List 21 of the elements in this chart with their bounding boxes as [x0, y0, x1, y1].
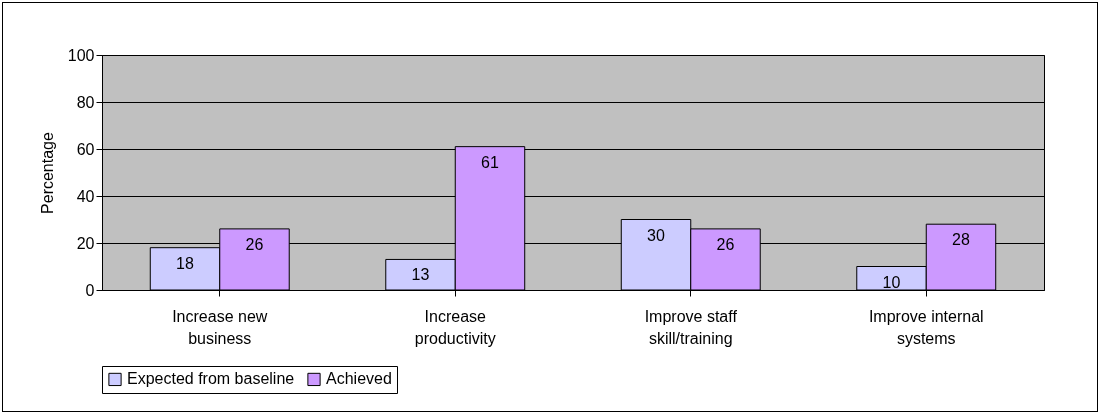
- legend-label: Expected from baseline: [127, 370, 295, 388]
- y-tick-label: 60: [76, 140, 95, 158]
- y-tick-label: 20: [76, 234, 95, 252]
- y-tick-label: 80: [76, 93, 95, 111]
- x-tick-label: Improve staff skill/training: [644, 307, 738, 347]
- data-label: 10: [882, 273, 901, 291]
- data-label: 26: [716, 235, 735, 253]
- x-tick-label: Increase productivity: [414, 307, 496, 347]
- data-label: 13: [411, 266, 430, 284]
- data-label: 61: [481, 153, 499, 171]
- y-tick-label: 40: [76, 187, 95, 205]
- data-label: 30: [647, 226, 666, 244]
- x-tick-label: Improve internal systems: [868, 307, 984, 347]
- y-tick-label: 100: [67, 46, 95, 64]
- data-label: 26: [245, 235, 264, 253]
- data-label: 28: [952, 231, 970, 249]
- legend-label: Achieved: [326, 370, 392, 388]
- x-tick-label: Increase new business: [172, 307, 268, 347]
- y-axis-title: Percentage: [38, 131, 56, 214]
- y-tick-label: 0: [85, 281, 95, 299]
- data-label: 18: [176, 254, 195, 272]
